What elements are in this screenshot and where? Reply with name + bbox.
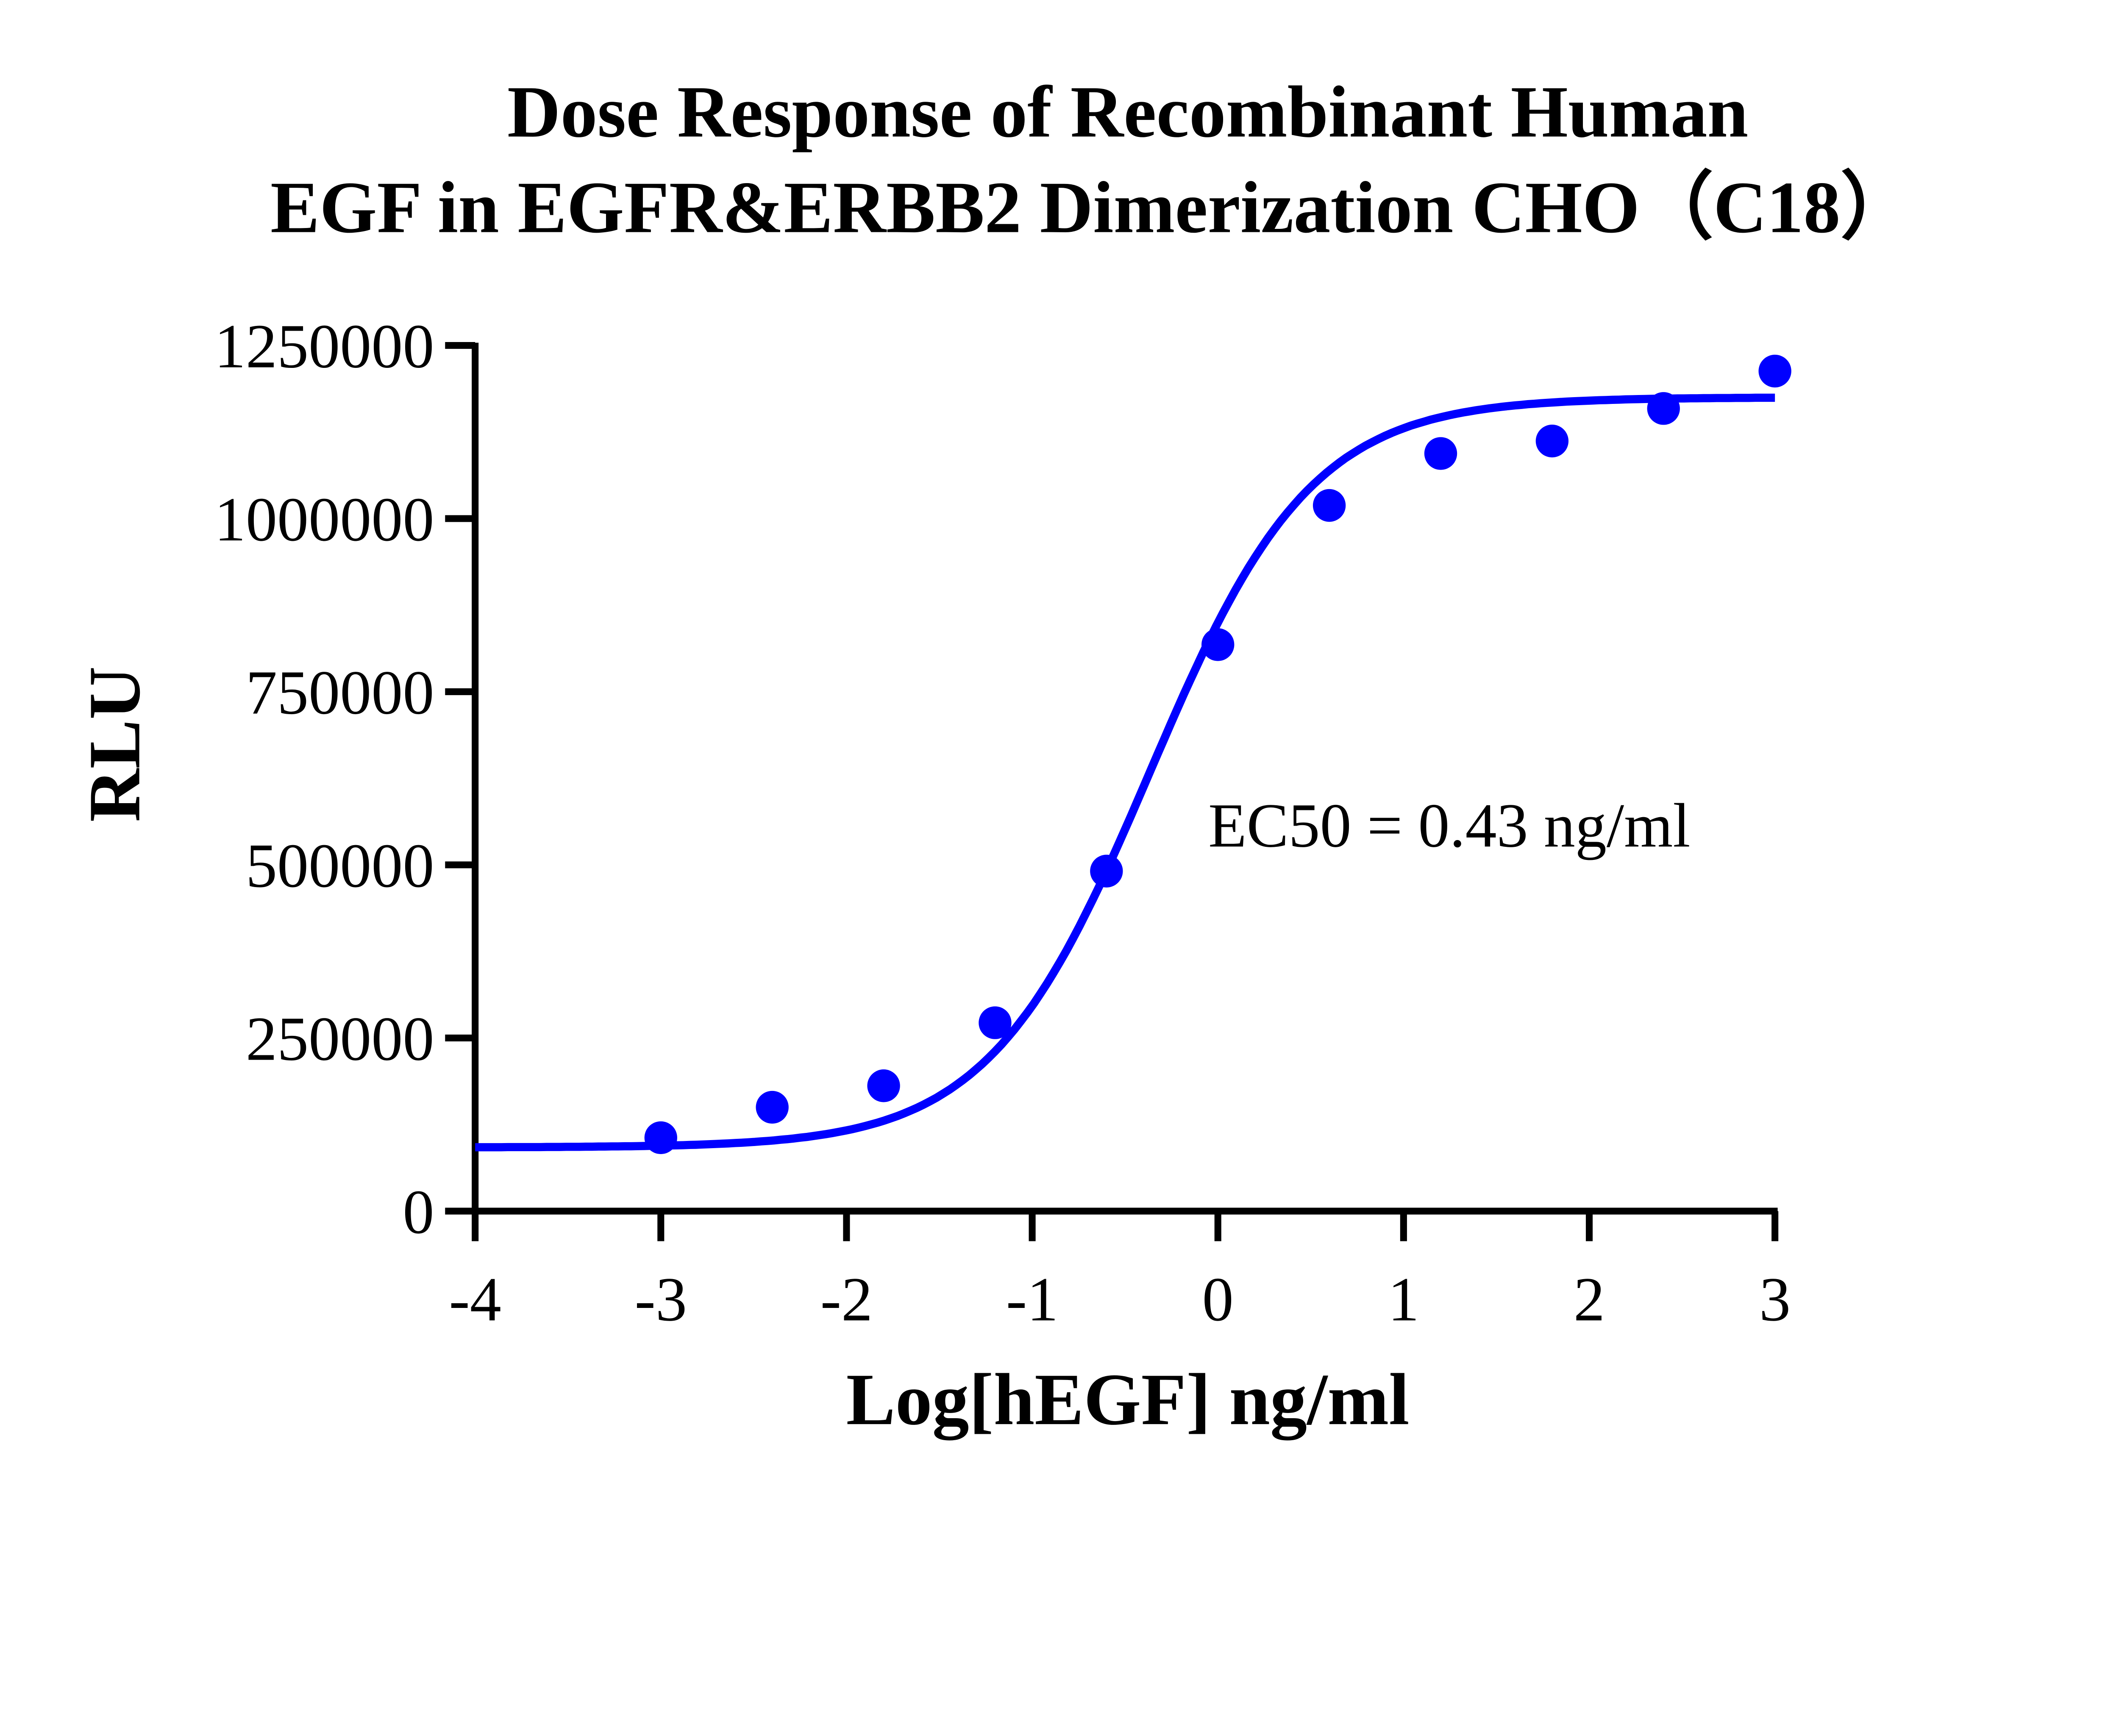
data-point xyxy=(644,1121,677,1155)
data-point xyxy=(1201,628,1235,661)
fit-curve xyxy=(475,393,1775,1152)
data-point xyxy=(1424,437,1457,470)
y-tick-label: 1000000 xyxy=(214,485,434,554)
data-point xyxy=(1647,392,1680,425)
x-tick-label: 0 xyxy=(1202,1265,1234,1334)
data-point xyxy=(1090,854,1123,887)
y-tick-label: 750000 xyxy=(246,658,434,728)
x-tick-label: -2 xyxy=(820,1265,873,1334)
y-axis-label: RLU xyxy=(74,666,156,822)
x-tick-label: -3 xyxy=(635,1265,687,1334)
data-point xyxy=(756,1091,789,1124)
axes: -4 -3 -2 -1 0 1 2 3 0 250000 500000 750000 1000000 12… xyxy=(214,312,1791,1335)
y-tick-label: 500000 xyxy=(246,831,434,901)
x-tick-label: 2 xyxy=(1574,1265,1605,1334)
ec50-annotation: EC50 = 0.43 ng/ml xyxy=(1208,791,1690,860)
data-point xyxy=(1535,424,1569,458)
x-axis-label: Log[hEGF] ng/ml xyxy=(846,1358,1410,1440)
y-tick-label: 0 xyxy=(403,1177,434,1247)
data-point xyxy=(1313,489,1346,522)
data-points xyxy=(644,354,1791,1155)
data-point xyxy=(1758,354,1791,388)
data-point xyxy=(867,1069,900,1102)
x-tick-label: 3 xyxy=(1759,1265,1791,1334)
x-tick-label: -4 xyxy=(449,1265,501,1334)
chart-title-line-2: EGF in EGFR&ERBB2 Dimerization CHO（C18） xyxy=(270,167,1914,248)
dose-response-chart: Dose Response of Recombinant Human EGF i… xyxy=(74,71,1914,1440)
x-tick-label: -1 xyxy=(1006,1265,1058,1334)
y-tick-label: 250000 xyxy=(246,1004,434,1074)
y-tick-label: 1250000 xyxy=(214,312,434,381)
x-tick-label: 1 xyxy=(1388,1265,1419,1334)
chart-title-line-1: Dose Response of Recombinant Human xyxy=(507,71,1748,153)
data-point xyxy=(979,1006,1012,1039)
